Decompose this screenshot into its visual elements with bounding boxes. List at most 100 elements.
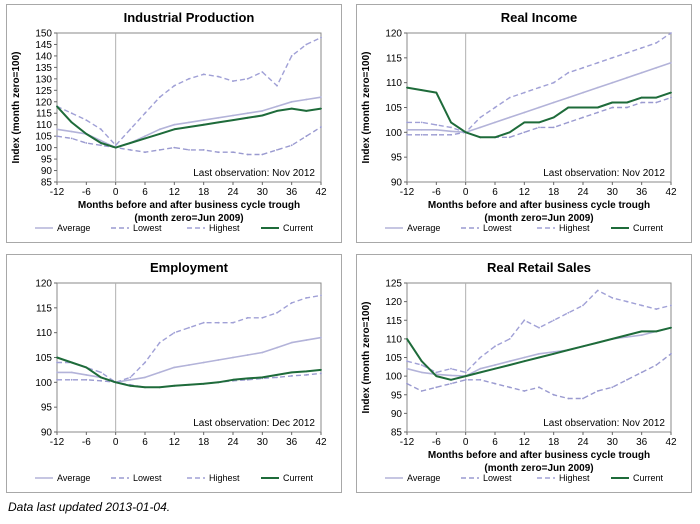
data-point-highest bbox=[420, 121, 423, 124]
last-observation-note: Last observation: Nov 2012 bbox=[543, 168, 665, 179]
x-tick-label: 6 bbox=[142, 187, 148, 198]
data-point-current bbox=[173, 384, 176, 387]
data-point-current bbox=[114, 146, 117, 149]
data-point-average bbox=[202, 119, 205, 121]
data-point-current bbox=[100, 376, 102, 379]
data-point-current bbox=[596, 341, 599, 344]
data-point-highest bbox=[202, 73, 205, 76]
data-point-highest bbox=[320, 294, 322, 297]
data-point-current bbox=[538, 121, 540, 124]
data-point-current bbox=[232, 119, 234, 121]
y-tick-label: 100 bbox=[385, 372, 402, 383]
data-point-current bbox=[290, 107, 293, 110]
data-point-current bbox=[290, 371, 293, 374]
panel-real-retail-sales: Real Retail Sales 85 90 95 100 105 110 115 120 12… bbox=[356, 254, 692, 493]
data-point-current bbox=[494, 367, 496, 370]
y-tick-label: 100 bbox=[385, 128, 402, 139]
data-point-lowest bbox=[435, 386, 438, 389]
data-point-current bbox=[655, 96, 658, 99]
data-point-lowest bbox=[276, 376, 278, 379]
data-point-average bbox=[144, 376, 146, 379]
data-point-current bbox=[217, 121, 220, 124]
x-tick-label: 24 bbox=[577, 437, 589, 448]
data-point-highest bbox=[406, 121, 408, 124]
data-point-highest bbox=[479, 116, 482, 119]
data-point-lowest bbox=[567, 397, 570, 400]
data-point-average bbox=[232, 356, 234, 359]
chart-real-retail-sales: Real Retail Sales85909510010511011512012… bbox=[361, 260, 677, 483]
data-point-current bbox=[640, 96, 643, 99]
x-tick-label: 30 bbox=[607, 437, 619, 448]
data-point-highest bbox=[406, 360, 408, 363]
data-point-highest bbox=[276, 311, 278, 314]
data-point-highest bbox=[100, 128, 102, 131]
data-point-lowest bbox=[670, 96, 672, 99]
data-point-lowest bbox=[70, 378, 73, 381]
y-tick-label: 110 bbox=[36, 120, 52, 131]
data-point-average bbox=[232, 114, 234, 117]
y-axis-label: Index (month zero=100) bbox=[361, 52, 372, 164]
data-point-lowest bbox=[246, 153, 249, 156]
data-point-current bbox=[70, 361, 73, 364]
data-point-lowest bbox=[611, 386, 614, 389]
y-tick-label: 125 bbox=[385, 279, 402, 290]
data-point-average bbox=[246, 354, 249, 356]
data-point-highest bbox=[232, 321, 234, 324]
data-point-average bbox=[479, 367, 482, 370]
y-tick-label: 150 bbox=[35, 29, 52, 40]
y-tick-label: 105 bbox=[35, 353, 52, 364]
series-line-highest bbox=[56, 36, 322, 147]
x-tick-label: -12 bbox=[50, 187, 65, 198]
x-tick-label: 18 bbox=[198, 187, 210, 198]
y-tick-label: 100 bbox=[35, 143, 52, 154]
legend-label-highest: Highest bbox=[559, 223, 590, 233]
data-point-average bbox=[320, 336, 322, 339]
data-point-current bbox=[523, 360, 526, 363]
data-point-average bbox=[552, 351, 555, 353]
data-point-current bbox=[144, 137, 146, 140]
data-point-highest bbox=[567, 71, 570, 74]
data-point-current bbox=[261, 376, 264, 379]
data-point-current bbox=[188, 126, 190, 128]
series-line-current bbox=[56, 356, 322, 389]
x-tick-label: 36 bbox=[286, 437, 298, 448]
data-point-highest bbox=[144, 112, 146, 115]
data-point-current bbox=[567, 349, 570, 351]
data-point-current bbox=[538, 356, 540, 359]
data-point-lowest bbox=[70, 137, 73, 140]
data-point-highest bbox=[552, 81, 555, 84]
data-point-highest bbox=[100, 371, 102, 374]
data-point-highest bbox=[611, 56, 614, 59]
data-point-highest bbox=[129, 376, 132, 379]
legend-label-lowest: Lowest bbox=[133, 473, 162, 483]
data-point-current bbox=[406, 86, 408, 89]
data-point-current bbox=[56, 105, 58, 108]
data-point-highest bbox=[670, 32, 672, 34]
series-line-lowest bbox=[406, 353, 672, 400]
x-tick-label: -12 bbox=[50, 437, 65, 448]
data-point-current bbox=[435, 91, 438, 94]
data-point-average bbox=[144, 135, 146, 138]
data-point-lowest bbox=[508, 386, 511, 389]
data-point-highest bbox=[420, 364, 423, 366]
data-point-lowest bbox=[464, 378, 467, 381]
data-point-lowest bbox=[450, 133, 452, 136]
y-tick-label: 90 bbox=[391, 178, 403, 189]
data-point-current bbox=[246, 377, 249, 380]
data-point-current bbox=[305, 110, 308, 112]
data-point-average bbox=[420, 128, 423, 131]
data-point-average bbox=[261, 351, 264, 354]
x-axis-label: Months before and after business cycle t… bbox=[428, 200, 650, 211]
data-point-current bbox=[670, 91, 672, 94]
data-point-current bbox=[261, 114, 264, 117]
data-point-average bbox=[626, 76, 628, 79]
y-tick-label: 115 bbox=[36, 109, 52, 120]
data-point-lowest bbox=[276, 149, 278, 151]
legend-label-average: Average bbox=[57, 473, 90, 483]
data-point-highest bbox=[114, 144, 117, 147]
data-point-highest bbox=[538, 86, 540, 89]
data-point-lowest bbox=[596, 111, 599, 114]
data-point-lowest bbox=[582, 397, 584, 400]
plot-area bbox=[56, 32, 322, 183]
data-point-current bbox=[100, 142, 102, 144]
